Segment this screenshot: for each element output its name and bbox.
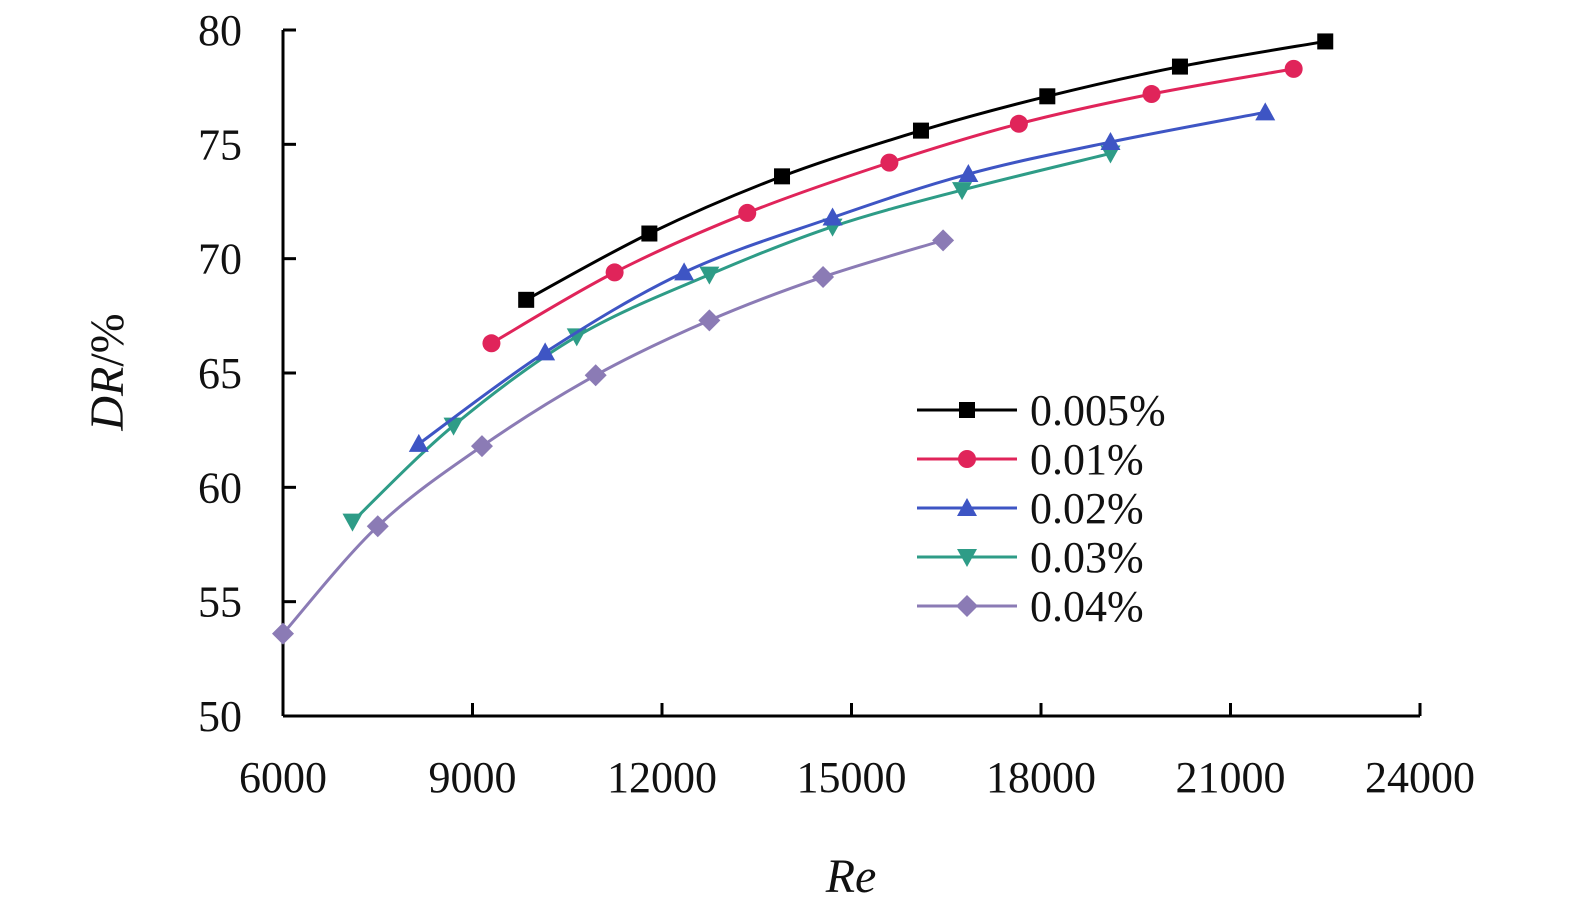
data-point [272, 622, 294, 645]
legend-label: 0.04% [1030, 582, 1144, 631]
data-point [1171, 58, 1188, 75]
x-tick-label: 15000 [797, 753, 907, 802]
data-point [1100, 132, 1121, 151]
data-point [1009, 114, 1028, 133]
data-point [1142, 85, 1161, 104]
legend: 0.005%0.01%0.02%0.03%0.04% [917, 386, 1166, 631]
axes [281, 30, 1420, 718]
legend-item: 0.01% [917, 435, 1144, 484]
data-point [518, 291, 535, 308]
y-tick-label: 55 [198, 578, 242, 627]
data-point [1317, 33, 1334, 50]
series-line [490, 67, 1294, 345]
series-2 [408, 102, 1276, 452]
series-1 [482, 59, 1303, 353]
legend-marker [956, 595, 978, 617]
data-point [912, 122, 929, 139]
data-point [482, 334, 501, 353]
x-tick-label: 9000 [429, 753, 517, 802]
legend-item: 0.03% [917, 533, 1144, 582]
series-line [281, 238, 944, 635]
data-point [698, 309, 721, 332]
data-point [1039, 88, 1056, 105]
y-tick-label: 50 [198, 692, 242, 741]
y-axis-title-unit: /% [81, 313, 134, 366]
y-axis-title: DR/% [81, 313, 134, 431]
data-point [932, 229, 955, 252]
series-4 [272, 229, 955, 645]
x-tick-label: 12000 [607, 753, 717, 802]
data-point [958, 164, 979, 183]
y-tick-label: 75 [198, 120, 242, 169]
x-tick-label: 24000 [1365, 753, 1475, 802]
y-tick-label: 70 [198, 235, 242, 284]
data-point [674, 262, 695, 281]
x-tick-label: 18000 [986, 753, 1096, 802]
legend-item: 0.04% [917, 582, 1144, 631]
legend-item: 0.005% [917, 386, 1166, 435]
series-line [525, 39, 1326, 302]
legend-marker [958, 450, 976, 468]
data-point [952, 182, 973, 201]
y-axis-title-variable: DR [81, 367, 134, 432]
legend-label: 0.005% [1030, 386, 1166, 435]
legend-marker [959, 402, 975, 418]
legend-marker [957, 549, 977, 567]
x-axis-title: Re [825, 850, 877, 903]
data-point [699, 266, 720, 285]
data-point [880, 153, 899, 172]
y-tick-label: 60 [198, 463, 242, 512]
y-tick-label: 80 [198, 6, 242, 55]
data-point [1284, 59, 1303, 78]
legend-label: 0.01% [1030, 435, 1144, 484]
data-point [366, 515, 389, 538]
legend-marker [957, 498, 977, 516]
data-point [535, 342, 556, 361]
data-point [822, 207, 843, 226]
data-point [1255, 102, 1276, 121]
ticks: 50 55 60 65 70 75 80 6000 9000 12000 15000 18000 210… [198, 6, 1475, 802]
data-point [566, 328, 587, 347]
series-0 [518, 33, 1334, 308]
data-point [605, 263, 624, 282]
y-tick-label: 65 [198, 349, 242, 398]
legend-label: 0.03% [1030, 533, 1144, 582]
data-point [584, 364, 607, 387]
data-point [342, 513, 363, 532]
data-point [774, 168, 791, 185]
data-point [470, 435, 493, 458]
legend-item: 0.02% [917, 484, 1144, 533]
series-layer [272, 33, 1334, 645]
data-point [408, 433, 429, 452]
data-point [641, 225, 658, 242]
series-line [351, 152, 1111, 523]
data-point [812, 265, 835, 288]
data-point [738, 203, 757, 222]
legend-label: 0.02% [1030, 484, 1144, 533]
series-3 [342, 145, 1121, 532]
x-tick-label: 21000 [1176, 753, 1286, 802]
x-tick-label: 6000 [239, 753, 327, 802]
